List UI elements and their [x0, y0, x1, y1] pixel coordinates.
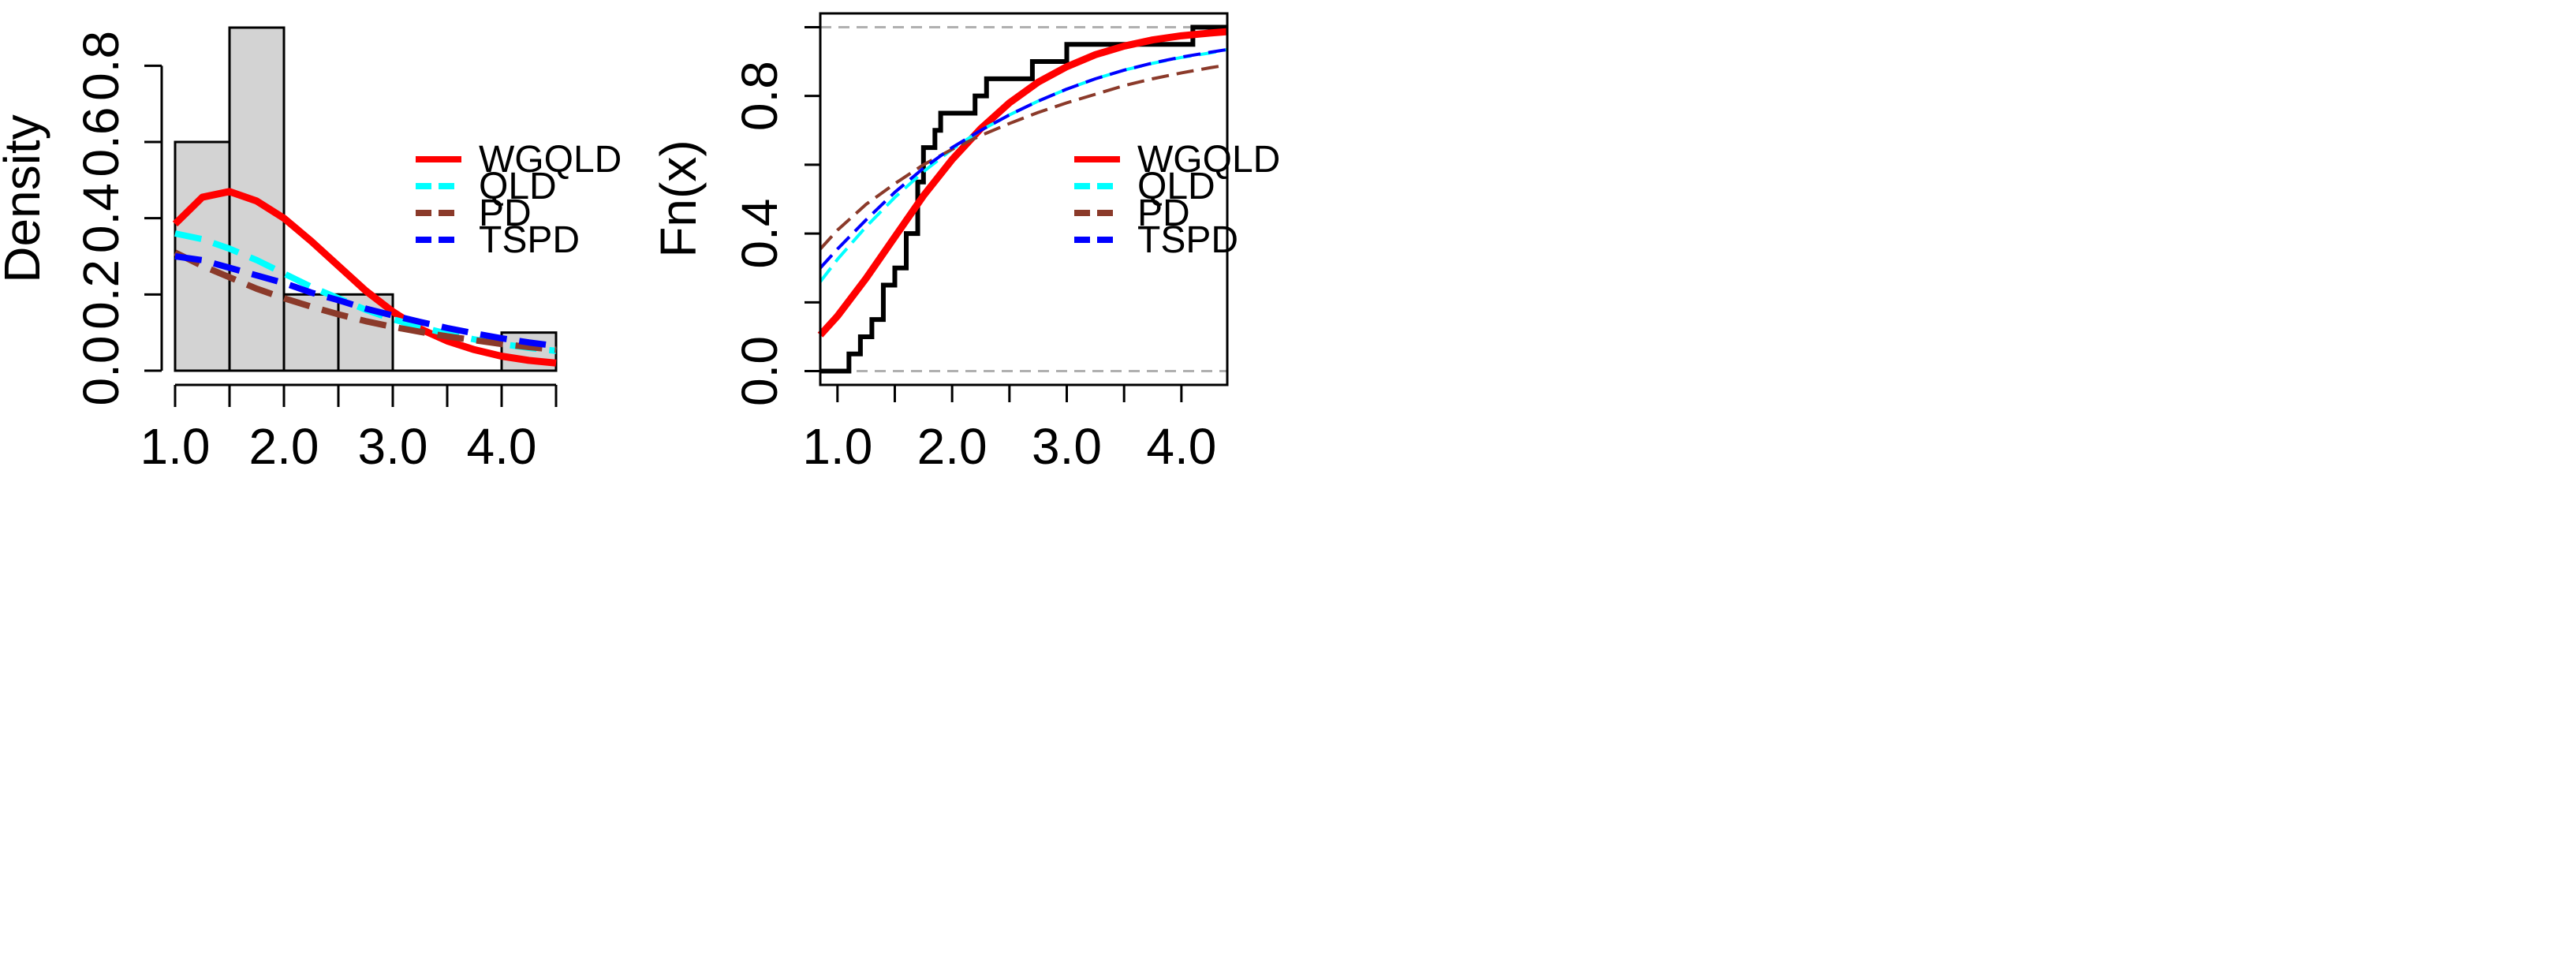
legend-label-wgqld: WGQLD: [1137, 139, 1280, 181]
y-axis-label: Density: [0, 114, 50, 282]
y-tick-label-4: 0.8: [731, 61, 788, 131]
density-curve-pd: [174, 249, 557, 353]
cdf-curve-qld: [819, 47, 1228, 283]
density-curve-tspd: [174, 253, 557, 349]
histogram-panel: 0.0 0.2 0.4 0.6 0.8 Density 1.0 2.0 3.0 4.0 WGQLDQ…: [0, 26, 622, 475]
plot-frame: [819, 12, 1229, 386]
x-tick-label-2: 2.0: [249, 418, 319, 475]
histogram-bar-2: [282, 293, 340, 372]
y-tick-label-3: 0.6: [73, 107, 129, 177]
density-curve-wgqld: [172, 188, 557, 367]
x-tick-label-4: 3.0: [358, 418, 428, 475]
legend-label-qld: QLD: [1137, 166, 1215, 207]
x-tick-label-0: 1.0: [140, 418, 211, 475]
x-tick-label-6: 4.0: [467, 418, 537, 475]
y-tick-label-0: 0.0: [73, 336, 129, 406]
cdf-curve-pd: [819, 63, 1228, 251]
y-tick-label-2: 0.4: [731, 199, 788, 269]
legend-label-pd: PD: [1137, 192, 1190, 234]
ecdf-step-line: [820, 24, 1227, 374]
legend-label-pd: PD: [479, 192, 532, 234]
y-tick-label-2: 0.4: [73, 183, 129, 253]
cdf-curve-wgqld: [817, 28, 1228, 338]
legend-label-qld: QLD: [479, 166, 557, 207]
x-tick-label-0: 1.0: [802, 418, 872, 475]
legend-label-wgqld: WGQLD: [479, 139, 622, 181]
legend-label-tspd: TSPD: [1137, 219, 1238, 261]
x-tick-label-6: 4.0: [1146, 418, 1216, 475]
y-tick-label-1: 0.2: [73, 259, 129, 330]
legend-label-tspd: TSPD: [479, 219, 580, 261]
y-tick-label-4: 0.8: [73, 31, 129, 101]
cdf-curve-tspd: [819, 47, 1228, 270]
y-axis-label: Fn(x): [650, 140, 707, 257]
x-tick-label-4: 3.0: [1032, 418, 1102, 475]
y-tick-label-0: 0.0: [731, 336, 788, 406]
x-tick-label-2: 2.0: [917, 418, 987, 475]
